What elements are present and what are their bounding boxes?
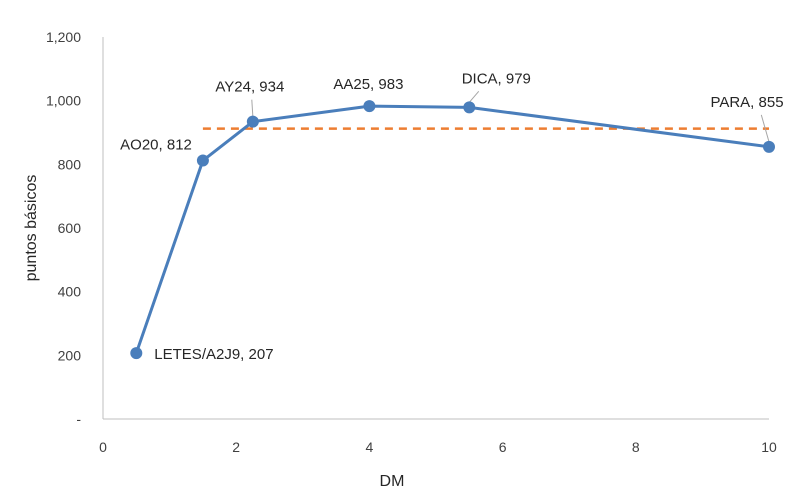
- data-point: [463, 101, 476, 114]
- y-tick-label: -: [76, 411, 81, 427]
- y-tick-label: 800: [58, 156, 82, 172]
- data-label: LETES/A2J9, 207: [154, 346, 273, 363]
- data-point: [196, 154, 209, 167]
- data-label: PARA, 855: [710, 94, 783, 111]
- data-label: AA25, 983: [333, 76, 403, 93]
- data-label-leader: [251, 99, 254, 117]
- x-axis-title: DM: [380, 473, 405, 490]
- plot-area: LETES/A2J9, 207 AO20, 812 AY24, 934 AA25, 9…: [120, 70, 783, 363]
- y-tick-label: 400: [58, 284, 82, 300]
- data-point: [763, 140, 775, 153]
- data-label: AO20, 812: [120, 137, 192, 154]
- axes: [102, 37, 769, 420]
- y-tick-label: 1,000: [46, 93, 81, 109]
- y-tick-labels: - 200 400 600 800 1,000 1,200: [46, 29, 81, 427]
- data-label-leader: [760, 114, 770, 142]
- y-axis-title: puntos básicos: [23, 175, 40, 282]
- data-point: [246, 115, 259, 128]
- x-tick-label: 6: [499, 439, 507, 455]
- x-tick-label: 2: [232, 439, 240, 455]
- data-label-leader: [468, 91, 480, 103]
- series-line: [134, 104, 770, 354]
- x-tick-label: 10: [761, 439, 777, 455]
- data-label: DICA, 979: [462, 70, 531, 87]
- x-tick-labels: 0 2 4 6 8 10: [99, 439, 777, 455]
- y-tick-label: 1,200: [46, 29, 81, 45]
- y-tick-label: 200: [58, 347, 82, 363]
- data-point: [130, 347, 143, 360]
- x-tick-label: 4: [366, 439, 374, 455]
- x-tick-label: 0: [99, 439, 107, 455]
- data-point: [363, 100, 376, 113]
- y-tick-label: 600: [58, 220, 82, 236]
- x-tick-label: 8: [632, 439, 640, 455]
- data-label: AY24, 934: [215, 79, 284, 96]
